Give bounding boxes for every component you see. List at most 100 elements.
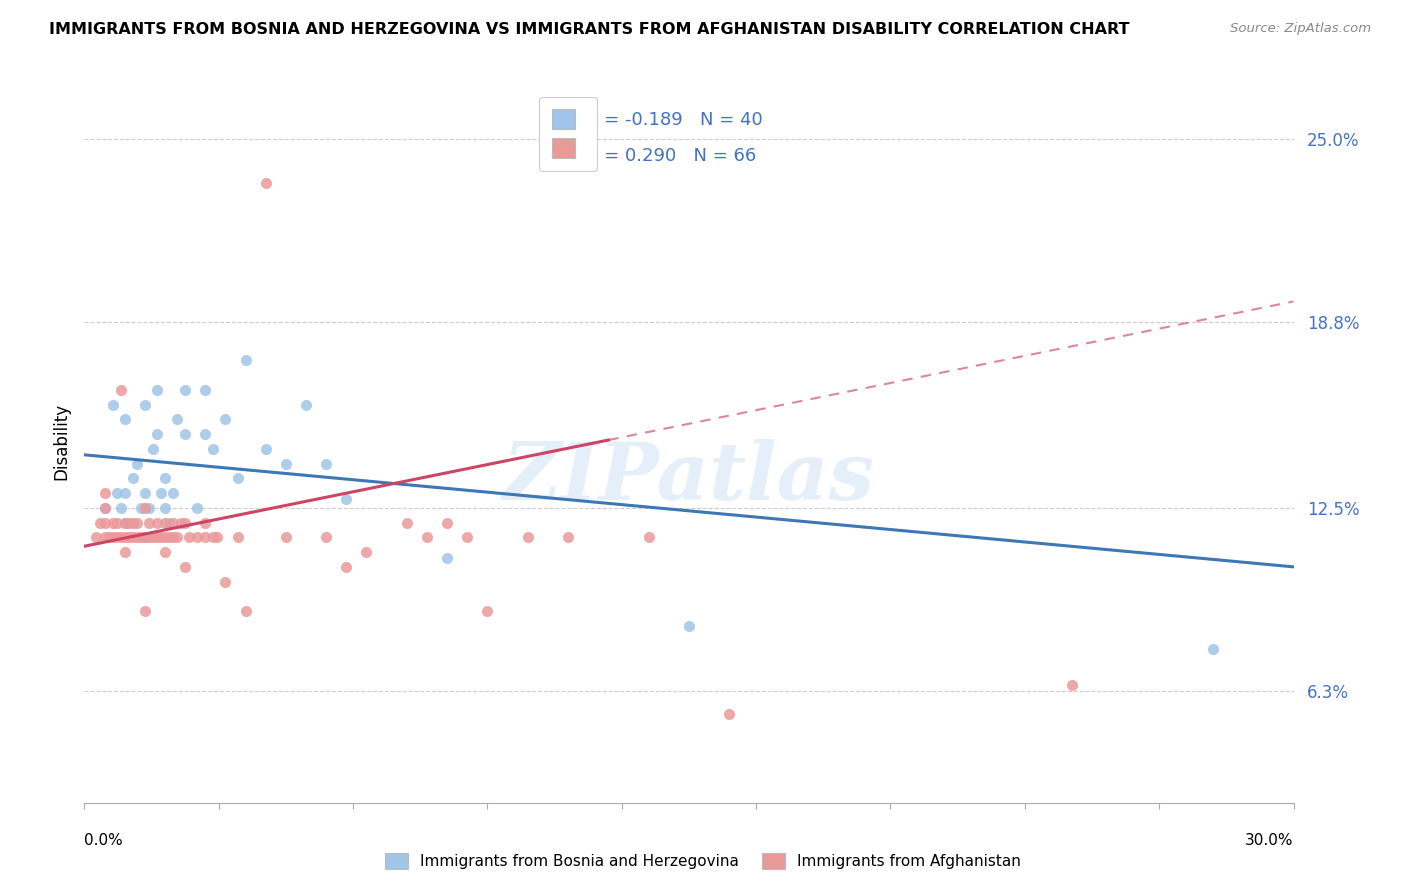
Point: [114, 516, 136, 530]
Point: [226, 530, 249, 544]
Point: [134, 530, 156, 544]
Point: [395, 516, 418, 530]
Legend: Immigrants from Bosnia and Herzegovina, Immigrants from Afghanistan: Immigrants from Bosnia and Herzegovina, …: [378, 847, 1028, 875]
Point: [142, 530, 165, 544]
Point: [186, 500, 208, 515]
Point: [134, 604, 156, 618]
Point: [105, 530, 128, 544]
Point: [254, 177, 277, 191]
Point: [335, 491, 357, 506]
Text: R = -0.189   N = 40: R = -0.189 N = 40: [586, 111, 763, 129]
Point: [235, 604, 257, 618]
Point: [121, 530, 143, 544]
Point: [315, 457, 337, 471]
Point: [436, 516, 458, 530]
Point: [129, 530, 152, 544]
Point: [121, 471, 143, 485]
Point: [254, 442, 277, 456]
Text: 30.0%: 30.0%: [1246, 833, 1294, 848]
Point: [114, 530, 136, 544]
Point: [142, 442, 165, 456]
Point: [274, 457, 297, 471]
Point: [86, 530, 108, 544]
Point: [121, 516, 143, 530]
Point: [125, 457, 148, 471]
Point: [125, 516, 148, 530]
Point: [149, 486, 172, 500]
Point: [93, 530, 115, 544]
Point: [93, 486, 115, 500]
Point: [118, 516, 141, 530]
Point: [153, 545, 176, 559]
Point: [93, 500, 115, 515]
Point: [166, 530, 188, 544]
Point: [516, 530, 538, 544]
Point: [134, 486, 156, 500]
Point: [146, 427, 169, 442]
Point: [315, 530, 337, 544]
Point: [125, 530, 148, 544]
Point: [194, 427, 217, 442]
Point: [174, 560, 197, 574]
Point: [110, 530, 132, 544]
Point: [174, 427, 197, 442]
Point: [186, 530, 208, 544]
Point: [202, 442, 225, 456]
Point: [93, 500, 115, 515]
Point: [356, 545, 378, 559]
Point: [214, 412, 236, 426]
Point: [274, 530, 297, 544]
Point: [477, 604, 499, 618]
Point: [678, 619, 700, 633]
Point: [416, 530, 439, 544]
Point: [162, 516, 184, 530]
Point: [114, 545, 136, 559]
Point: [101, 516, 124, 530]
Point: [101, 398, 124, 412]
Point: [105, 486, 128, 500]
Point: [194, 516, 217, 530]
Point: [226, 471, 249, 485]
Y-axis label: Disability: Disability: [52, 403, 70, 480]
Point: [174, 383, 197, 397]
Text: Source: ZipAtlas.com: Source: ZipAtlas.com: [1230, 22, 1371, 36]
Point: [153, 530, 176, 544]
Text: ZIPatlas: ZIPatlas: [503, 439, 875, 516]
Point: [436, 551, 458, 566]
Point: [157, 530, 180, 544]
Point: [1060, 678, 1083, 692]
Point: [146, 383, 169, 397]
Point: [174, 516, 197, 530]
Point: [105, 516, 128, 530]
Text: R = 0.290   N = 66: R = 0.290 N = 66: [586, 147, 756, 165]
Text: IMMIGRANTS FROM BOSNIA AND HERZEGOVINA VS IMMIGRANTS FROM AFGHANISTAN DISABILITY: IMMIGRANTS FROM BOSNIA AND HERZEGOVINA V…: [49, 22, 1129, 37]
Point: [97, 530, 120, 544]
Point: [162, 486, 184, 500]
Point: [456, 530, 478, 544]
Point: [138, 516, 160, 530]
Point: [149, 530, 172, 544]
Point: [114, 486, 136, 500]
Point: [170, 516, 193, 530]
Point: [637, 530, 659, 544]
Point: [146, 516, 169, 530]
Point: [110, 383, 132, 397]
Point: [166, 412, 188, 426]
Point: [718, 707, 741, 722]
Point: [138, 500, 160, 515]
Point: [162, 530, 184, 544]
Point: [146, 530, 169, 544]
Point: [114, 412, 136, 426]
Point: [134, 530, 156, 544]
Point: [295, 398, 318, 412]
Point: [114, 516, 136, 530]
Point: [89, 516, 111, 530]
Point: [1202, 642, 1225, 657]
Point: [153, 471, 176, 485]
Text: 0.0%: 0.0%: [84, 833, 124, 848]
Point: [235, 353, 257, 368]
Point: [214, 574, 236, 589]
Legend: , : ,: [538, 96, 598, 170]
Point: [110, 500, 132, 515]
Point: [202, 530, 225, 544]
